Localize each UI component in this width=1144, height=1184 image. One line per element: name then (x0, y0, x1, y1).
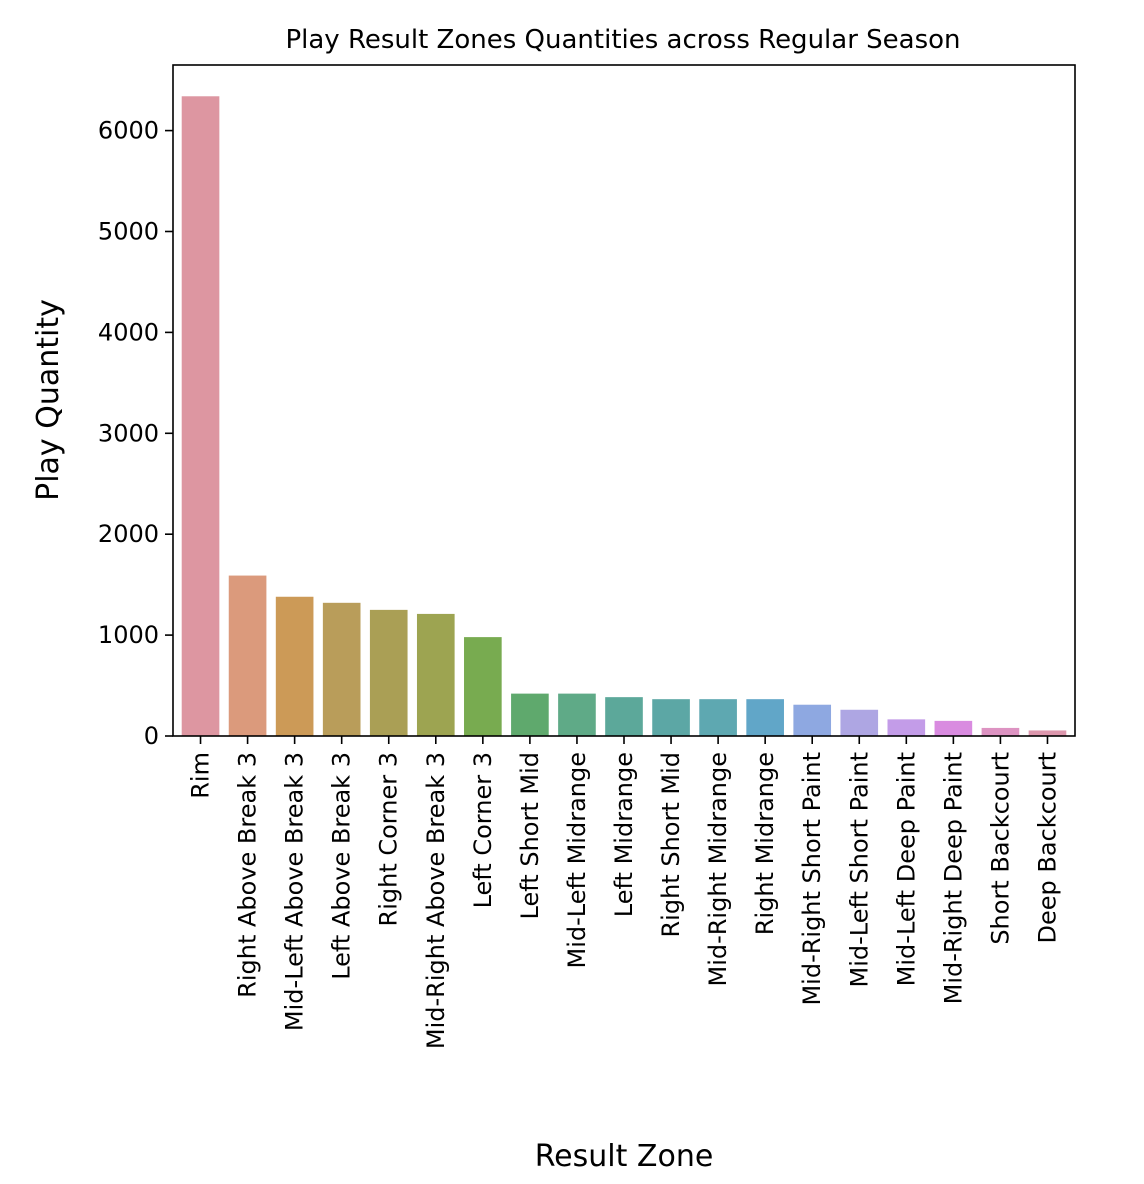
y-axis-label: Play Quantity (31, 299, 66, 501)
bar-right-midrange (746, 699, 784, 736)
bar-right-corner-3 (369, 609, 408, 736)
bar-mid-left-above-break-3 (275, 596, 314, 736)
x-tick-label: Left Above Break 3 (328, 752, 356, 980)
bar-left-short-mid (511, 693, 549, 736)
bar-deep-backcourt (1028, 730, 1067, 736)
y-tick-label: 3000 (98, 419, 159, 447)
bar-mid-left-short-paint (840, 709, 879, 736)
y-tick-label: 1000 (98, 621, 159, 649)
x-tick-label: Mid-Right Midrange (704, 752, 732, 987)
chart-title: Play Result Zones Quantities across Regu… (285, 25, 960, 55)
x-tick-label: Mid-Left Midrange (563, 752, 591, 968)
bar-right-above-break-3 (228, 575, 267, 736)
x-tick-label: Short Backcourt (986, 752, 1014, 945)
bar-rim (181, 96, 220, 736)
x-tick-label: Mid-Left Deep Paint (892, 752, 920, 986)
y-tick-label: 5000 (98, 217, 159, 245)
x-tick-label: Right Short Mid (657, 752, 685, 937)
x-tick-label: Mid-Right Above Break 3 (422, 752, 450, 1049)
y-tick-label: 2000 (98, 520, 159, 548)
x-axis: Rim Right Above Break 3 Mid-Left Above Bre… (187, 736, 1061, 1049)
bars-group (181, 96, 1067, 736)
x-tick-label: Rim (187, 752, 215, 799)
bar-mid-right-midrange (699, 699, 737, 736)
x-tick-label: Left Corner 3 (469, 752, 497, 908)
x-tick-label: Left Short Mid (516, 752, 544, 919)
bar-mid-left-midrange (558, 693, 596, 736)
x-tick-label: Mid-Right Deep Paint (939, 752, 967, 1004)
plot-frame (172, 64, 1076, 737)
x-tick-label: Deep Backcourt (1033, 752, 1061, 944)
x-axis-label: Result Zone (535, 1139, 714, 1174)
bar-left-corner-3 (464, 637, 502, 736)
x-tick-label: Mid-Left Above Break 3 (281, 752, 309, 1031)
bar-left-midrange (605, 697, 643, 736)
x-tick-label: Mid-Left Short Paint (845, 752, 873, 987)
bar-mid-left-deep-paint (887, 719, 926, 736)
bar-mid-right-above-break-3 (416, 613, 455, 736)
x-tick-label: Left Midrange (610, 752, 638, 917)
x-tick-label: Mid-Right Short Paint (798, 752, 826, 1006)
bar-mid-right-deep-paint (934, 720, 973, 736)
bar-short-backcourt (981, 727, 1020, 736)
x-tick-label: Right Corner 3 (375, 752, 403, 926)
bar-right-short-mid (652, 699, 690, 736)
bar-mid-right-short-paint (793, 704, 832, 736)
y-tick-label: 6000 (98, 117, 159, 145)
bar-left-above-break-3 (322, 602, 361, 736)
y-axis: 0 1000 2000 3000 4000 5000 6000 (98, 117, 173, 750)
x-tick-label: Right Above Break 3 (234, 752, 262, 998)
y-tick-label: 4000 (98, 318, 159, 346)
x-tick-label: Right Midrange (751, 752, 779, 935)
y-tick-label: 0 (144, 722, 159, 750)
